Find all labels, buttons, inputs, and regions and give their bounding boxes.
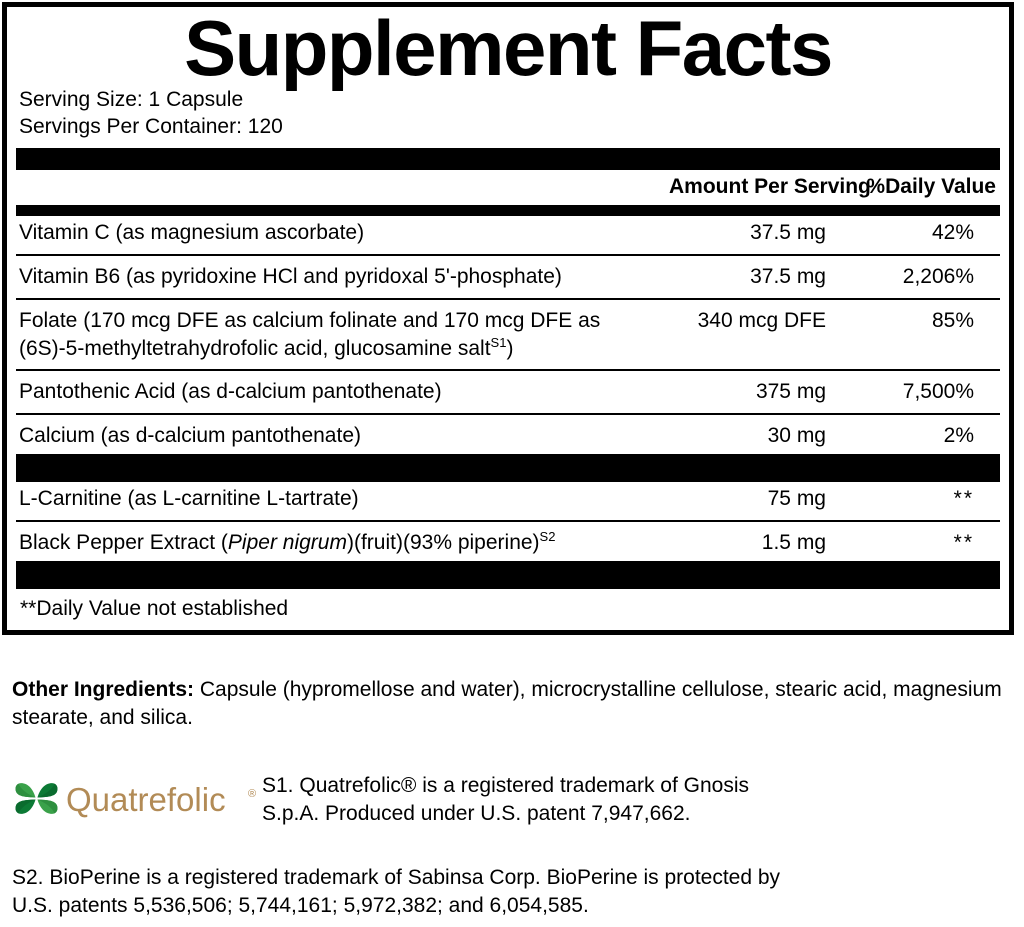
s2-footnote-line2: U.S. patents 5,536,506; 5,744,161; 5,972… bbox=[12, 893, 589, 917]
s1-footnote: S1. Quatrefolic® is a registered tradema… bbox=[262, 770, 749, 828]
clover-icon bbox=[15, 782, 58, 814]
s2-footnote: S2. BioPerine is a registered trademark … bbox=[12, 864, 1012, 920]
s1-footnote-line2: S.p.A. Produced under U.S. patent 7,947,… bbox=[262, 801, 691, 825]
s2-footnote-line1: S2. BioPerine is a registered trademark … bbox=[12, 865, 781, 889]
registered-mark: ® bbox=[248, 788, 256, 800]
nutrient-amount: 340 mcg DFE bbox=[697, 308, 826, 332]
divider-bar-heavy-bottom bbox=[16, 561, 1000, 590]
other-nutrients-table: L-Carnitine (as L-carnitine L-tartrate) … bbox=[16, 482, 1000, 561]
label-footer: Other Ingredients: Capsule (hypromellose… bbox=[12, 676, 1012, 920]
nutrient-rows-table: Vitamin C (as magnesium ascorbate) 37.5 … bbox=[16, 216, 1000, 455]
botanical-name: Piper nigrum bbox=[227, 531, 347, 555]
other-ingredients-text: Capsule (hypromellose and water), microc… bbox=[12, 678, 1002, 729]
nutrient-amount: 37.5 mg bbox=[750, 220, 826, 244]
nutrient-name: Vitamin C (as magnesium ascorbate) bbox=[19, 220, 365, 244]
nutrient-amount: 75 mg bbox=[767, 487, 826, 511]
row-separator bbox=[16, 517, 1000, 526]
other-ingredients: Other Ingredients: Capsule (hypromellose… bbox=[12, 676, 1012, 732]
supplement-facts-panel: Supplement Facts Serving Size: 1 Capsule… bbox=[2, 2, 1014, 636]
nutrient-name-prefix: Black Pepper Extract ( bbox=[19, 531, 228, 555]
nutrient-daily-value: 85% bbox=[931, 308, 974, 332]
nutrient-name: Black Pepper Extract (Piper nigrum)(frui… bbox=[16, 526, 651, 561]
servings-per-container: Servings Per Container: 120 bbox=[19, 114, 283, 138]
table-row: Calcium (as d-calcium pantothenate) 30 m… bbox=[16, 419, 1000, 454]
s1-footnote-line1: S1. Quatrefolic® is a registered tradema… bbox=[262, 773, 750, 797]
column-header-daily-value: %Daily Value bbox=[866, 174, 996, 198]
divider-bar-medium bbox=[16, 204, 1000, 216]
divider-bar-thick bbox=[16, 147, 1000, 170]
nutrient-amount: 30 mg bbox=[767, 424, 826, 448]
nutrient-daily-value: 7,500% bbox=[902, 380, 974, 404]
quatrefolic-logo-svg: Quatrefolic ® bbox=[15, 781, 256, 818]
page-title: Supplement Facts bbox=[184, 4, 833, 92]
table-row: Folate (170 mcg DFE as calcium folinate … bbox=[16, 304, 1000, 367]
nutrient-name-suffix: )(fruit)(93% piperine) bbox=[346, 531, 540, 555]
nutrient-name: Calcium (as d-calcium pantothenate) bbox=[19, 424, 361, 448]
nutrient-amount: 37.5 mg bbox=[750, 264, 826, 288]
nutrient-amount: 1.5 mg bbox=[761, 531, 826, 555]
trademark-row: Quatrefolic ® S1. Quatrefolic® is a regi… bbox=[12, 770, 1012, 828]
table-row: Vitamin B6 (as pyridoxine HCl and pyrido… bbox=[16, 260, 1000, 295]
nutrient-name-text: Folate (170 mcg DFE as calcium folinate … bbox=[19, 308, 601, 360]
nutrient-amount: 375 mg bbox=[755, 380, 826, 404]
footnote-marker-s1: S1 bbox=[490, 334, 507, 350]
table-header-row: Amount Per Serving %Daily Value bbox=[16, 170, 1000, 205]
divider-bar-heavy bbox=[16, 454, 1000, 483]
nutrient-daily-value: 2,206% bbox=[902, 264, 974, 288]
daily-value-footnote: **Daily Value not established bbox=[20, 597, 289, 621]
quatrefolic-logo: Quatrefolic ® bbox=[12, 770, 262, 824]
nutrient-daily-value: 2% bbox=[943, 424, 974, 448]
table-row: Black Pepper Extract (Piper nigrum)(frui… bbox=[16, 526, 1000, 561]
quatrefolic-wordmark: Quatrefolic bbox=[66, 781, 226, 818]
nutrition-table: Amount Per Serving %Daily Value bbox=[16, 170, 1000, 205]
serving-size: Serving Size: 1 Capsule bbox=[19, 88, 244, 112]
row-separator bbox=[16, 366, 1000, 375]
footnote-marker-s2: S2 bbox=[539, 529, 556, 545]
nutrient-name: Folate (170 mcg DFE as calcium folinate … bbox=[16, 304, 651, 367]
column-header-name bbox=[16, 170, 669, 205]
row-separator bbox=[16, 410, 1000, 419]
other-ingredients-label: Other Ingredients: bbox=[12, 678, 195, 701]
nutrient-daily-value: ** bbox=[953, 487, 974, 511]
table-row: L-Carnitine (as L-carnitine L-tartrate) … bbox=[16, 482, 1000, 517]
row-separator bbox=[16, 295, 1000, 304]
column-header-amount: Amount Per Serving bbox=[669, 174, 871, 198]
nutrient-name-tail: ) bbox=[506, 336, 514, 360]
nutrient-name: Vitamin B6 (as pyridoxine HCl and pyrido… bbox=[19, 264, 562, 288]
nutrient-name: L-Carnitine (as L-carnitine L-tartrate) bbox=[19, 487, 359, 511]
table-row: Pantothenic Acid (as d-calcium pantothen… bbox=[16, 375, 1000, 410]
nutrient-name: Pantothenic Acid (as d-calcium pantothen… bbox=[19, 380, 442, 404]
nutrient-daily-value: ** bbox=[953, 531, 974, 555]
nutrient-daily-value: 42% bbox=[931, 220, 974, 244]
table-row: Vitamin C (as magnesium ascorbate) 37.5 … bbox=[16, 216, 1000, 251]
row-separator bbox=[16, 251, 1000, 260]
